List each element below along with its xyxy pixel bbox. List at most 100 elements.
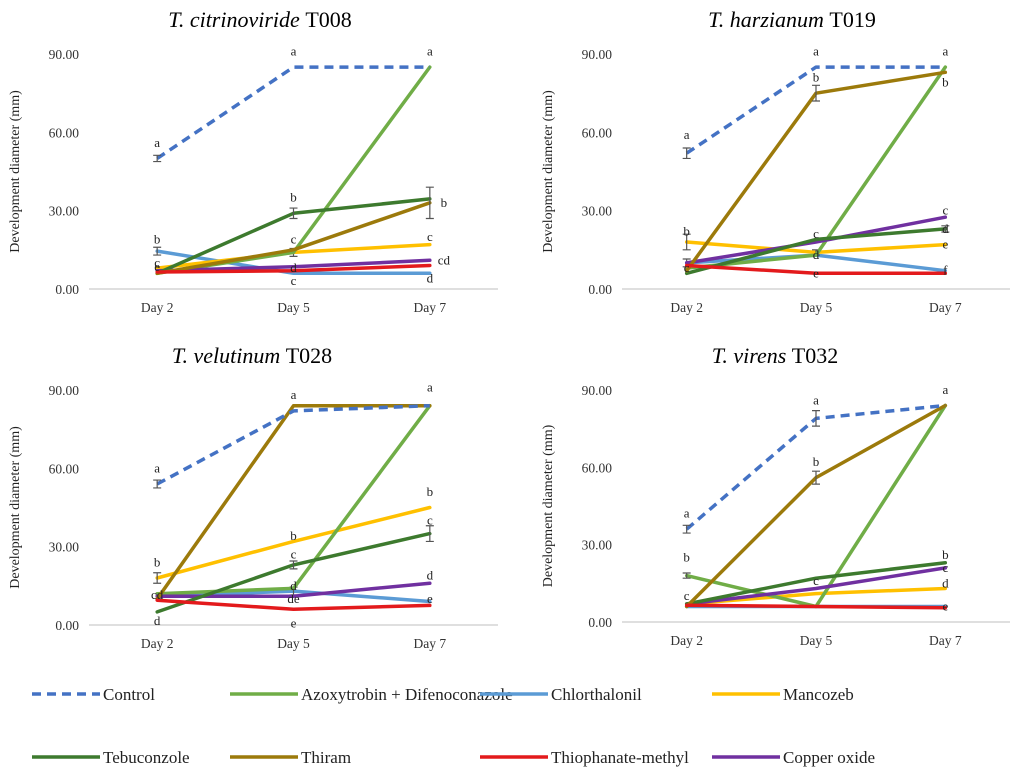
significance-letter: a — [154, 460, 160, 475]
series-line-thiram — [155, 403, 432, 601]
legend-item: Mancozeb — [712, 685, 854, 704]
chart-title: T. velutinum T028 — [172, 343, 332, 368]
series-line-thiram — [155, 201, 432, 276]
significance-letter: a — [684, 506, 690, 521]
series-line-chlorthalonil — [155, 249, 432, 276]
x-tick-label: Day 7 — [414, 300, 447, 315]
legend-item: Copper oxide — [712, 748, 875, 767]
y-tick-label: 30.00 — [49, 204, 80, 219]
y-tick-label: 90.00 — [49, 383, 80, 398]
significance-letter: c — [291, 273, 297, 288]
y-tick-label: 30.00 — [582, 204, 613, 219]
significance-letter: a — [684, 127, 690, 142]
significance-letter: c — [942, 560, 948, 575]
significance-letter: de — [287, 591, 300, 606]
y-axis-label: Development diameter (mm) — [541, 424, 556, 587]
series-line-thiophanate-methyl — [684, 603, 948, 610]
significance-letter: c — [684, 588, 690, 603]
series-line-copper-oxide — [155, 258, 432, 273]
chart-title-strain: T008 — [300, 7, 352, 32]
chart-panel-4: T. virens T032 Development diameter (mm) 0… — [541, 343, 1010, 648]
significance-letter: d — [154, 613, 161, 628]
x-tick-label: Day 2 — [670, 633, 703, 648]
significance-letter: b — [813, 70, 820, 85]
x-tick-label: Day 2 — [670, 300, 703, 315]
error-bar — [153, 246, 162, 256]
error-bar — [153, 479, 162, 489]
chart-title-species: T. citrinoviride — [168, 7, 300, 32]
y-tick-label: 0.00 — [55, 282, 79, 297]
significance-letter: cd — [151, 587, 164, 602]
error-bar — [425, 186, 434, 220]
legend-item: Tebuconzole — [32, 748, 190, 767]
significance-letter: e — [942, 237, 948, 252]
x-tick-label: Day 5 — [800, 633, 833, 648]
y-tick-label: 30.00 — [582, 538, 613, 553]
y-tick-label: 0.00 — [588, 282, 612, 297]
y-tick-label: 60.00 — [49, 461, 80, 476]
series-line-control — [156, 65, 430, 160]
error-bar — [941, 225, 950, 233]
error-bar — [682, 572, 691, 579]
significance-letter: a — [291, 43, 297, 58]
significance-letter: b — [290, 528, 297, 543]
legend-label: Mancozeb — [783, 685, 854, 704]
series-line-control — [156, 403, 430, 486]
x-tick-label: Day 7 — [414, 636, 447, 651]
legend-item: Thiophanate-methyl — [480, 748, 689, 767]
series-line-thiophanate-methyl — [155, 263, 432, 274]
x-tick-label: Day 2 — [141, 300, 174, 315]
error-bar — [812, 470, 820, 485]
series-line-control — [685, 65, 946, 155]
series-line-copper-oxide — [684, 566, 948, 606]
significance-letter: a — [813, 392, 819, 407]
significance-letter: b — [290, 190, 297, 205]
x-tick-label: Day 7 — [929, 300, 962, 315]
chart-panel-1: T. citrinoviride T008 Development diamete… — [8, 7, 498, 315]
legend-item: Chlorthalonil — [480, 685, 642, 704]
chart-title: T. virens T032 — [712, 343, 839, 368]
significance-letter: a — [291, 387, 297, 402]
significance-letter: b — [154, 231, 161, 246]
significance-letter: c — [942, 203, 948, 218]
legend-label: Control — [103, 685, 155, 704]
significance-letter: b — [683, 224, 690, 239]
significance-letter: a — [154, 135, 160, 150]
y-tick-label: 0.00 — [588, 615, 612, 630]
significance-letter: b — [683, 550, 690, 565]
significance-letter: c — [154, 255, 160, 270]
legend-label: Chlorthalonil — [551, 685, 642, 704]
significance-letter: c — [813, 226, 819, 241]
significance-letter: d — [427, 271, 434, 286]
significance-letter: b — [427, 484, 434, 499]
significance-letter: e — [291, 616, 297, 631]
legend-label: Copper oxide — [783, 748, 875, 767]
chart-title-strain: T032 — [786, 343, 838, 368]
legend-label: Thiram — [301, 748, 351, 767]
series-line-azoxytrobin-difenoconazole — [155, 403, 432, 596]
y-axis-label: Development diameter (mm) — [541, 90, 556, 253]
y-tick-label: 90.00 — [49, 47, 80, 62]
significance-letter: a — [427, 43, 433, 58]
y-tick-label: 90.00 — [582, 47, 613, 62]
significance-letter: d — [290, 260, 297, 275]
y-axis-label: Development diameter (mm) — [8, 426, 23, 589]
significance-letter: b — [942, 547, 949, 562]
legend: Control Azoxytrobin + Difenoconazole Chlor… — [32, 685, 875, 767]
error-bar — [153, 154, 162, 163]
x-tick-label: Day 5 — [277, 300, 310, 315]
chart-title-strain: T028 — [280, 343, 332, 368]
significance-letter: d — [942, 575, 949, 590]
error-bar — [289, 207, 298, 220]
significance-letter: d — [427, 567, 434, 582]
significance-letter: a — [813, 43, 819, 58]
significance-letter: cd — [438, 252, 451, 267]
y-tick-label: 30.00 — [49, 540, 80, 555]
significance-letter: e — [942, 599, 948, 614]
error-bar — [812, 84, 820, 102]
y-tick-label: 60.00 — [582, 460, 613, 475]
legend-item: Azoxytrobin + Difenoconazole — [230, 685, 513, 704]
error-bar — [289, 560, 298, 570]
legend-label: Thiophanate-methyl — [551, 748, 689, 767]
